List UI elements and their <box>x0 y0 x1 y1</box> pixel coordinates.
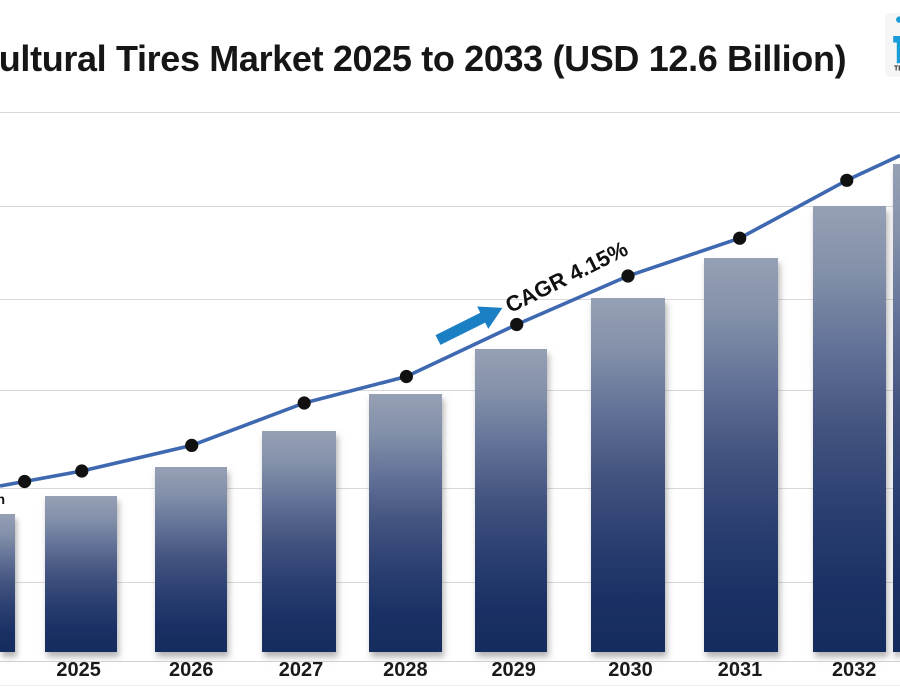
svg-text:TBI: TBI <box>894 66 900 73</box>
